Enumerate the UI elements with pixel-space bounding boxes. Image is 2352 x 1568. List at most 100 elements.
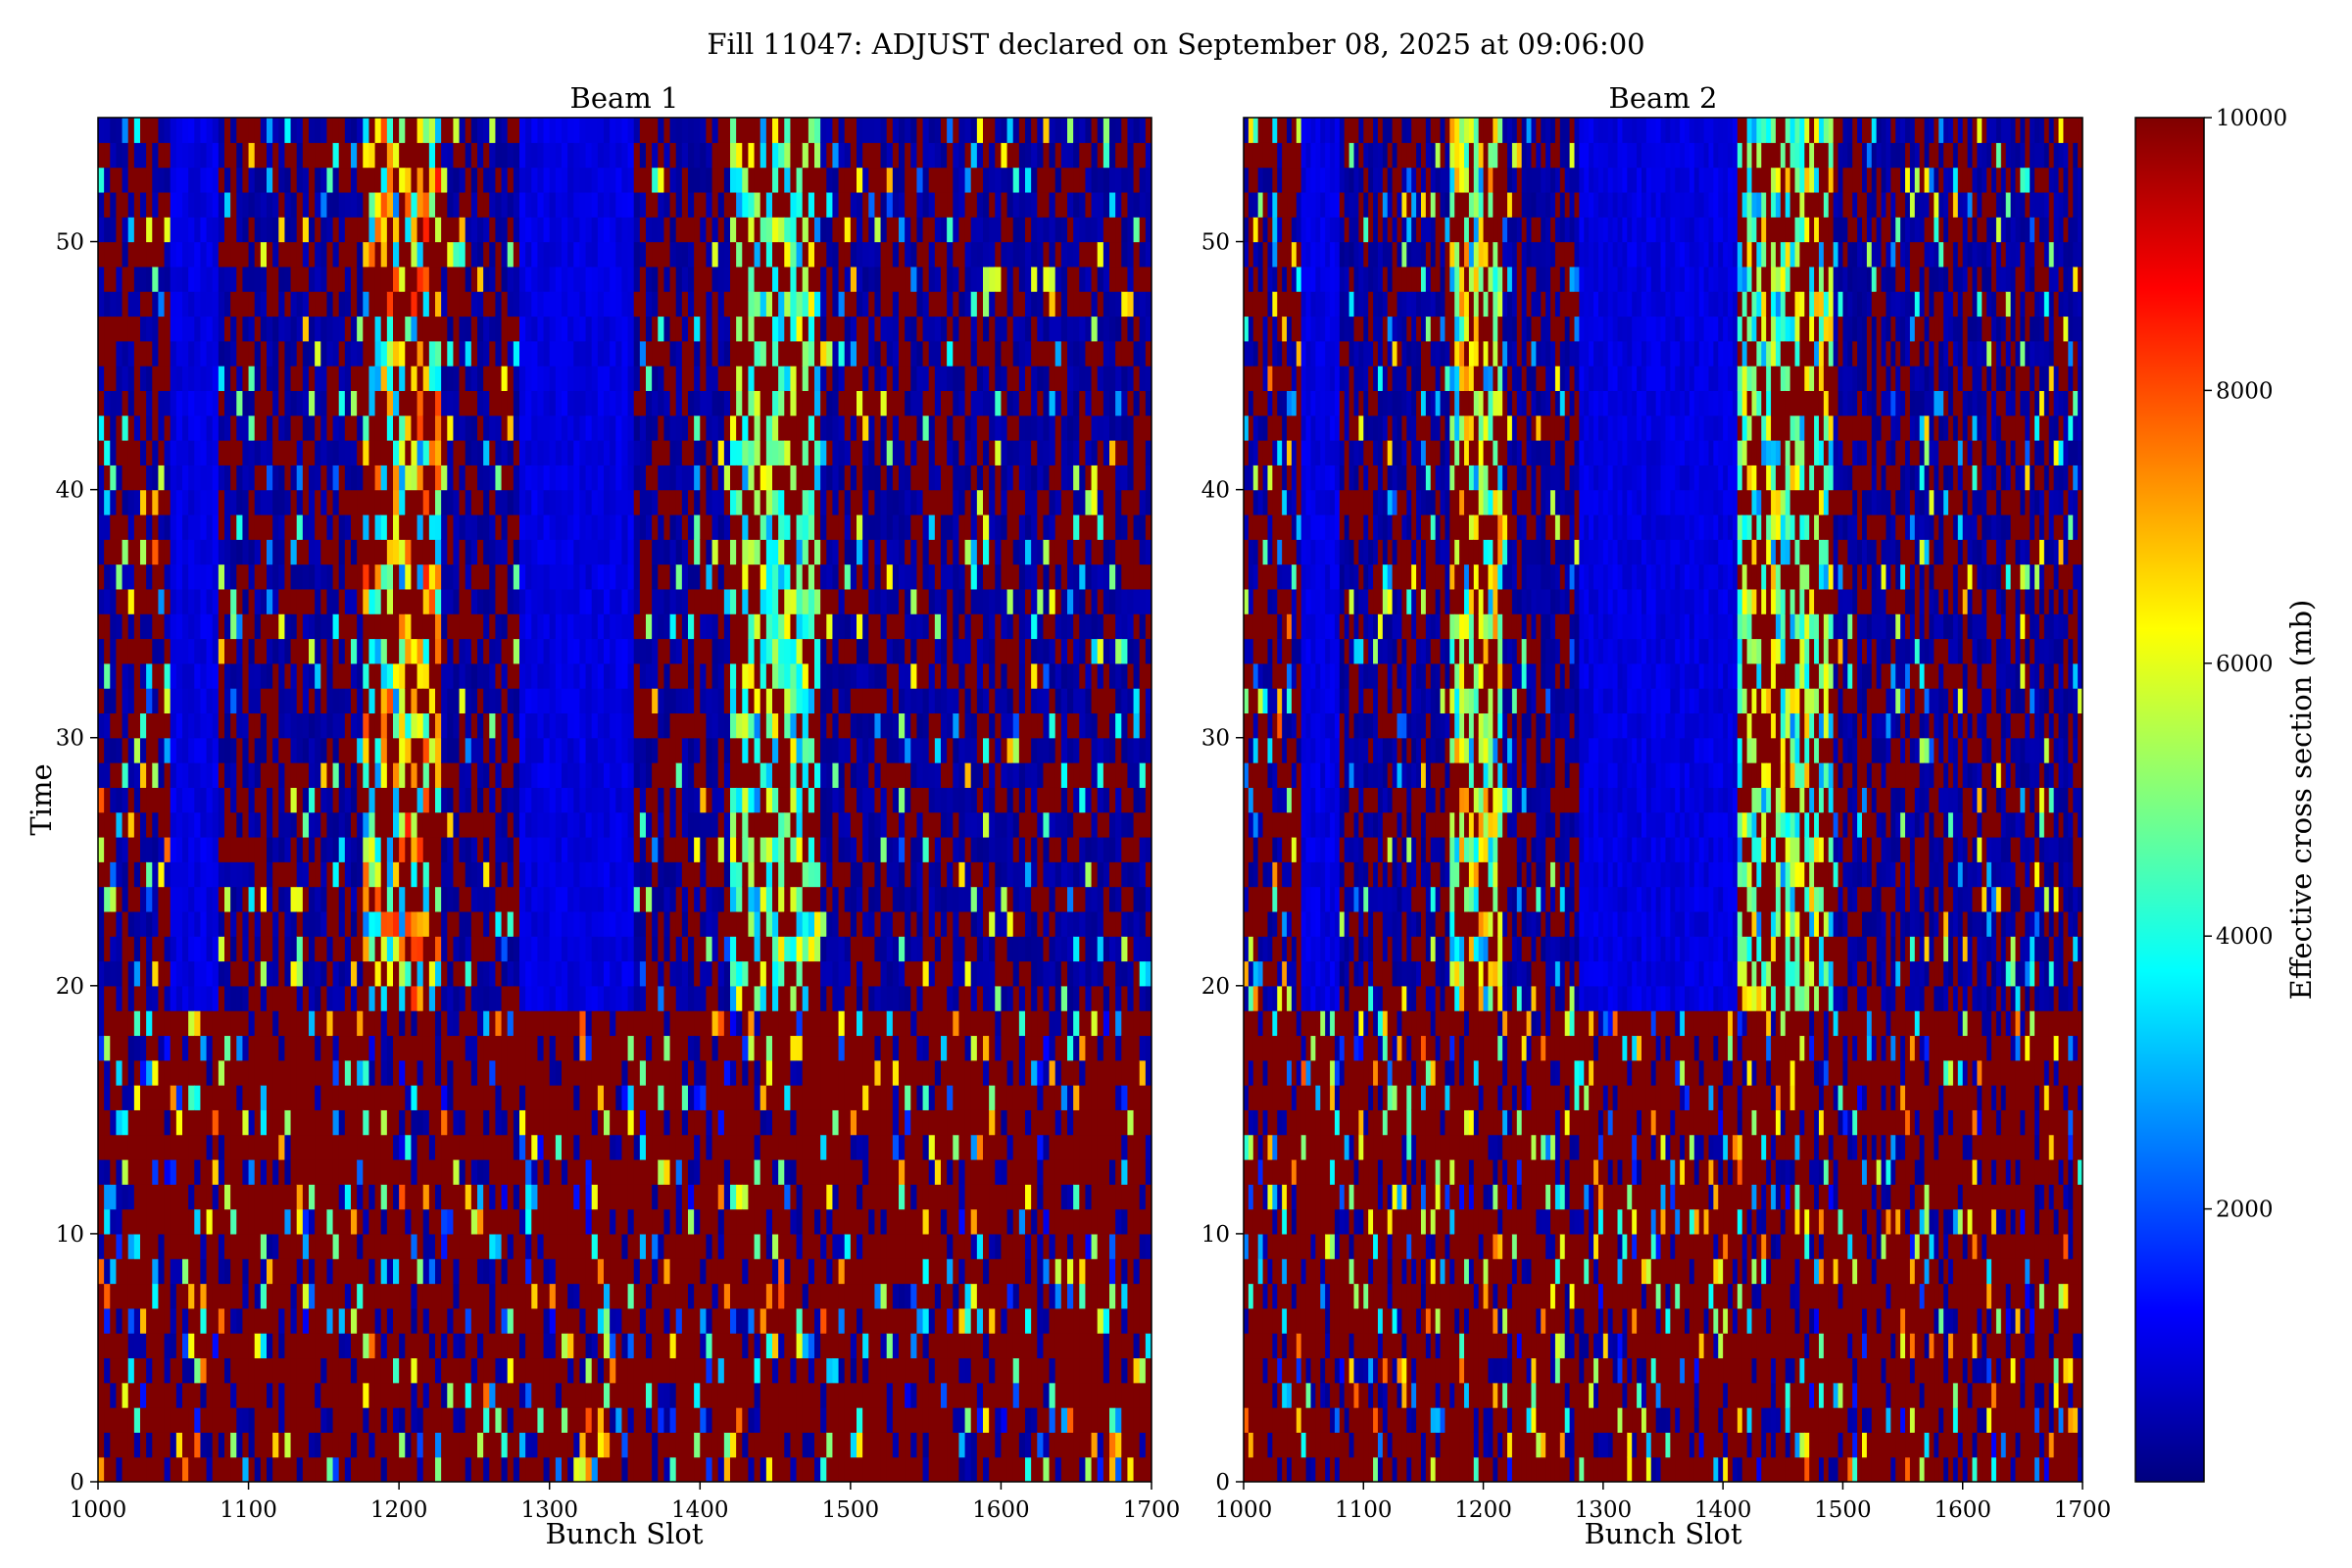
heatmap-cell — [363, 390, 370, 416]
heatmap-cell — [453, 1382, 461, 1408]
heatmap-cell — [380, 1407, 388, 1433]
heatmap-cell — [585, 662, 593, 689]
heatmap-cell — [206, 985, 214, 1011]
heatmap-cell — [248, 316, 256, 342]
heatmap-cell — [501, 936, 509, 962]
heatmap-cell — [555, 1382, 563, 1408]
heatmap-cell — [435, 1333, 442, 1359]
heatmap-cell — [513, 415, 520, 441]
heatmap-cell — [104, 762, 111, 788]
heatmap-cell — [140, 1382, 147, 1408]
heatmap-cell — [368, 465, 376, 491]
heatmap-cell — [278, 811, 286, 838]
heatmap-cell — [585, 1208, 593, 1235]
heatmap-cell — [152, 1333, 160, 1359]
heatmap-cell — [555, 340, 563, 367]
heatmap-cell — [525, 588, 532, 614]
heatmap-cell — [477, 1208, 484, 1235]
heatmap-cell — [633, 1233, 641, 1259]
heatmap-cell — [110, 1085, 118, 1110]
heatmap-cell — [465, 688, 472, 714]
heatmap-cell — [386, 1407, 394, 1433]
heatmap-cell — [477, 662, 484, 689]
heatmap-cell — [200, 1233, 208, 1259]
heatmap-cell — [399, 613, 406, 640]
heatmap-cell — [483, 1407, 490, 1433]
heatmap-cell — [639, 662, 647, 689]
heatmap-cell — [585, 539, 593, 565]
heatmap-cell — [573, 588, 581, 614]
heatmap-cell — [513, 1382, 520, 1408]
heatmap-cell — [573, 960, 581, 987]
heatmap-cell — [230, 564, 237, 590]
heatmap-cell — [351, 191, 358, 218]
heatmap-cell — [133, 1059, 141, 1086]
heatmap-cell — [597, 613, 605, 640]
heatmap-cell — [615, 588, 623, 614]
heatmap-cell — [422, 142, 430, 169]
heatmap-cell — [363, 564, 370, 590]
heatmap-cell — [422, 811, 430, 838]
heatmap-cell — [182, 142, 189, 169]
heatmap-cell — [447, 390, 455, 416]
heatmap-cell — [549, 1307, 557, 1334]
heatmap-cell — [158, 465, 166, 491]
heatmap-cell — [98, 613, 105, 640]
heatmap-cell — [152, 167, 160, 193]
heatmap-cell — [543, 1407, 551, 1433]
heatmap-cell — [537, 489, 545, 515]
heatmap-cell — [428, 762, 436, 788]
heatmap-cell — [435, 662, 442, 689]
heatmap-cell — [459, 191, 466, 218]
heatmap-cell — [218, 861, 225, 888]
heatmap-cell — [254, 861, 262, 888]
heatmap-cell — [344, 440, 352, 466]
heatmap-cell — [428, 936, 436, 962]
heatmap-cell — [194, 662, 202, 689]
heatmap-cell — [610, 737, 616, 763]
heatmap-cell — [591, 390, 599, 416]
heatmap-cell — [194, 861, 202, 888]
heatmap-cell — [585, 762, 593, 788]
heatmap-cell — [585, 1134, 593, 1160]
heatmap-cell — [453, 737, 461, 763]
heatmap-cell — [338, 316, 346, 342]
heatmap-cell — [489, 291, 497, 318]
heatmap-cell — [621, 762, 629, 788]
heatmap-cell — [278, 960, 286, 987]
heatmap-cell — [248, 1407, 256, 1433]
heatmap-cell — [224, 241, 231, 268]
figure-suptitle: Fill 11047: ADJUST declared on September… — [707, 27, 1644, 61]
heatmap-cell — [495, 936, 503, 962]
heatmap-cell — [152, 737, 160, 763]
heatmap-cell — [320, 564, 328, 590]
heatmap-cell — [344, 118, 352, 143]
heatmap-cell — [386, 291, 394, 318]
heatmap-cell — [507, 564, 514, 590]
heatmap-cell — [315, 1158, 321, 1185]
heatmap-cell — [489, 1357, 497, 1384]
heatmap-cell — [127, 613, 135, 640]
heatmap-cell — [338, 390, 346, 416]
heatmap-cell — [621, 1382, 629, 1408]
heatmap-cell — [302, 390, 310, 416]
heatmap-cell — [206, 737, 214, 763]
heatmap-cell — [175, 836, 183, 862]
heatmap-cell — [465, 316, 472, 342]
heatmap-cell — [380, 613, 388, 640]
heatmap-cell — [158, 291, 166, 318]
heatmap-cell — [562, 712, 568, 739]
heatmap-cell — [309, 266, 316, 292]
heatmap-cell — [224, 1258, 231, 1285]
heatmap-cell — [368, 1085, 376, 1110]
heatmap-cell — [531, 1158, 539, 1185]
heatmap-cell — [302, 1382, 310, 1408]
heatmap-cell — [236, 787, 244, 813]
heatmap-cell — [562, 1184, 568, 1210]
heatmap-cell — [188, 142, 195, 169]
heatmap-cell — [483, 1432, 490, 1458]
heatmap-cell — [633, 465, 641, 491]
heatmap-cell — [230, 514, 237, 540]
heatmap-cell — [495, 1333, 503, 1359]
heatmap-cell — [320, 1010, 328, 1037]
